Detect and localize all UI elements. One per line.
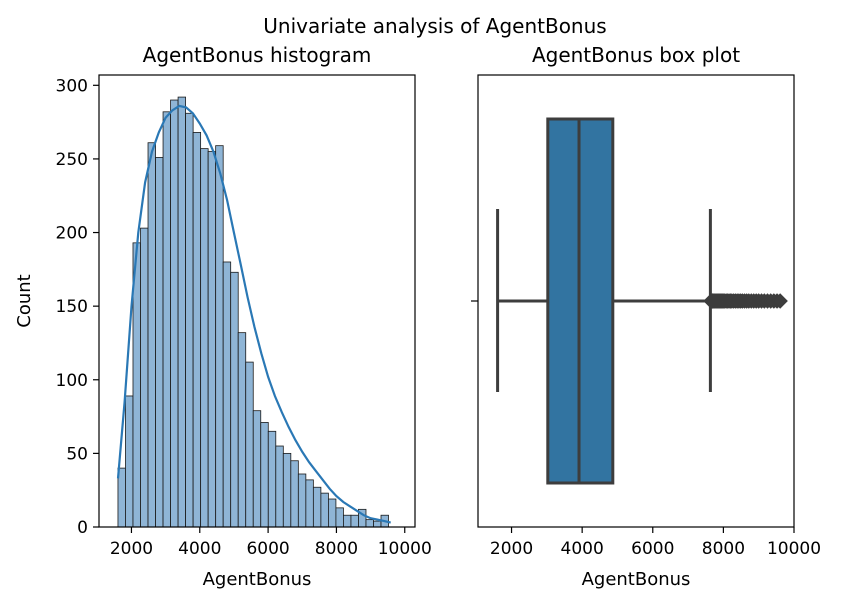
y-tick-label: 200 xyxy=(56,224,88,244)
histogram-bar xyxy=(200,148,209,528)
y-tick-label: 150 xyxy=(56,297,88,317)
boxplot-x-ticks: 2000 4000 6000 8000 10000 xyxy=(490,527,821,559)
histogram-bar xyxy=(252,410,262,528)
histogram-bar xyxy=(275,445,284,528)
histogram-bar xyxy=(192,132,202,528)
histogram-bar xyxy=(343,514,352,528)
outlier-point xyxy=(772,293,788,309)
histogram-bars xyxy=(117,96,389,528)
histogram-bar xyxy=(215,145,224,528)
y-tick-label: 100 xyxy=(56,371,88,391)
y-tick-label: 250 xyxy=(56,150,88,170)
histogram-panel: AgentBonus histogram 2000 4000 6000 8000 100… xyxy=(14,43,432,590)
histogram-bar xyxy=(290,460,299,528)
histogram-bar xyxy=(245,361,254,528)
histogram-bar xyxy=(162,111,171,528)
histogram-bar xyxy=(327,498,337,528)
histogram-bar xyxy=(185,112,194,528)
x-tick-label: 6000 xyxy=(631,539,674,559)
boxplot-title: AgentBonus box plot xyxy=(532,43,740,67)
histogram-bar xyxy=(305,479,314,528)
histogram-x-label: AgentBonus xyxy=(203,569,312,590)
y-tick-label: 0 xyxy=(77,518,88,538)
histogram-title: AgentBonus histogram xyxy=(143,43,372,67)
histogram-bar xyxy=(320,492,329,528)
x-tick-label: 8000 xyxy=(315,539,358,559)
y-tick-label: 300 xyxy=(56,76,88,96)
boxplot-panel: AgentBonus box plot 2000 4000 6000 8000 1000… xyxy=(471,43,821,590)
histogram-bar xyxy=(373,520,382,528)
histogram-axes-frame xyxy=(98,74,416,528)
x-tick-label: 8000 xyxy=(702,539,745,559)
x-tick-label: 4000 xyxy=(178,539,221,559)
histogram-bar xyxy=(282,452,292,528)
histogram-bar xyxy=(222,261,232,528)
histogram-bar xyxy=(125,395,134,528)
x-tick-label: 6000 xyxy=(246,539,289,559)
histogram-bar xyxy=(177,96,187,528)
boxplot-marks xyxy=(496,117,788,485)
histogram-bar xyxy=(297,473,307,528)
boxplot-x-label: AgentBonus xyxy=(582,569,691,590)
histogram-bar xyxy=(155,157,164,528)
histogram-bar xyxy=(230,271,239,528)
x-tick-label: 4000 xyxy=(561,539,604,559)
histogram-bar xyxy=(207,151,217,528)
x-tick-label: 2000 xyxy=(110,539,153,559)
histogram-x-ticks: 2000 4000 6000 8000 10000 xyxy=(110,527,432,559)
x-tick-label: 2000 xyxy=(490,539,533,559)
figure-title: Univariate analysis of AgentBonus xyxy=(263,14,606,38)
histogram-bar xyxy=(170,99,179,528)
histogram-bar xyxy=(147,142,156,528)
x-tick-label: 10000 xyxy=(767,539,821,559)
histogram-bar xyxy=(335,507,344,528)
histogram-bar xyxy=(365,519,374,528)
histogram-bar xyxy=(350,514,359,528)
histogram-bar xyxy=(312,486,322,528)
histogram-bar xyxy=(267,430,277,528)
y-tick-label: 50 xyxy=(66,444,88,464)
histogram-y-ticks: 0 50 100 150 200 250 300 xyxy=(56,76,99,538)
histogram-bar xyxy=(260,422,269,528)
histogram-bar xyxy=(140,227,149,528)
histogram-y-label: Count xyxy=(14,274,35,327)
histogram-bar xyxy=(237,332,247,528)
x-tick-label: 10000 xyxy=(378,539,432,559)
kde-curve xyxy=(116,104,391,524)
